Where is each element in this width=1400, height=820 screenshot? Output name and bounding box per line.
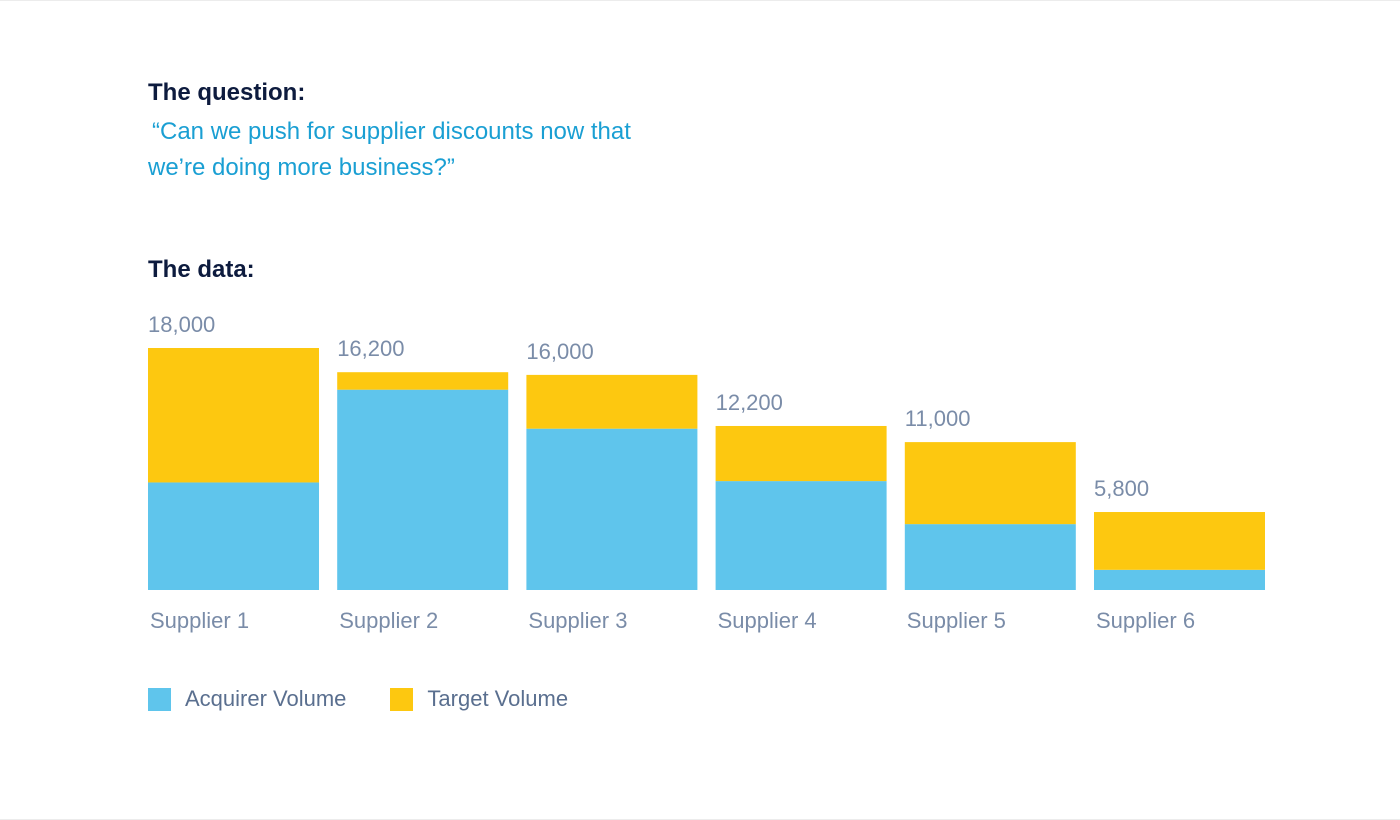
legend-item-target: Target Volume	[390, 686, 568, 712]
total-label-supplier-5: 11,000	[905, 406, 971, 431]
bar-acquirer-volume-supplier-4	[715, 481, 887, 590]
legend-swatch-target	[390, 687, 414, 711]
legend-swatch-acquirer	[148, 687, 171, 711]
chart-legend: Acquirer Volume Target Volume	[148, 686, 612, 712]
category-label-supplier-1: Supplier 1	[150, 608, 249, 633]
bar-target-volume-supplier-5	[904, 442, 1076, 525]
total-label-supplier-3: 16,000	[526, 339, 593, 364]
question-heading: The question:	[148, 79, 306, 106]
bar-acquirer-volume-supplier-1	[148, 482, 319, 590]
total-label-supplier-2: 16,200	[337, 336, 404, 361]
bar-target-volume-supplier-4	[715, 425, 887, 482]
total-label-supplier-1: 18,000	[148, 312, 215, 337]
category-label-supplier-4: Supplier 4	[718, 608, 817, 633]
bar-acquirer-volume-supplier-6	[1094, 569, 1265, 590]
bar-target-volume-supplier-6	[1094, 512, 1265, 570]
legend-item-acquirer: Acquirer Volume	[148, 686, 346, 712]
question-line-1: “Can we push for supplier discounts now …	[152, 118, 631, 145]
category-label-supplier-3: Supplier 3	[528, 608, 627, 633]
question-line-2: we’re doing more business?”	[148, 154, 455, 181]
legend-label-target: Target Volume	[427, 686, 569, 711]
data-heading: The data:	[148, 256, 255, 283]
bar-target-volume-supplier-3	[526, 374, 698, 429]
question-text: “Can we push for supplier discounts now …	[148, 114, 708, 186]
bar-acquirer-volume-supplier-3	[526, 428, 698, 590]
bar-acquirer-volume-supplier-2	[337, 389, 509, 590]
bar-acquirer-volume-supplier-5	[904, 524, 1076, 590]
category-label-supplier-5: Supplier 5	[907, 608, 1006, 633]
category-label-supplier-6: Supplier 6	[1096, 608, 1195, 633]
total-label-supplier-6: 5,800	[1094, 476, 1149, 501]
category-label-supplier-2: Supplier 2	[339, 608, 438, 633]
total-label-supplier-4: 12,200	[716, 390, 783, 415]
bar-target-volume-supplier-2	[337, 372, 509, 390]
bar-target-volume-supplier-1	[148, 348, 319, 483]
legend-label-acquirer: Acquirer Volume	[185, 686, 347, 711]
